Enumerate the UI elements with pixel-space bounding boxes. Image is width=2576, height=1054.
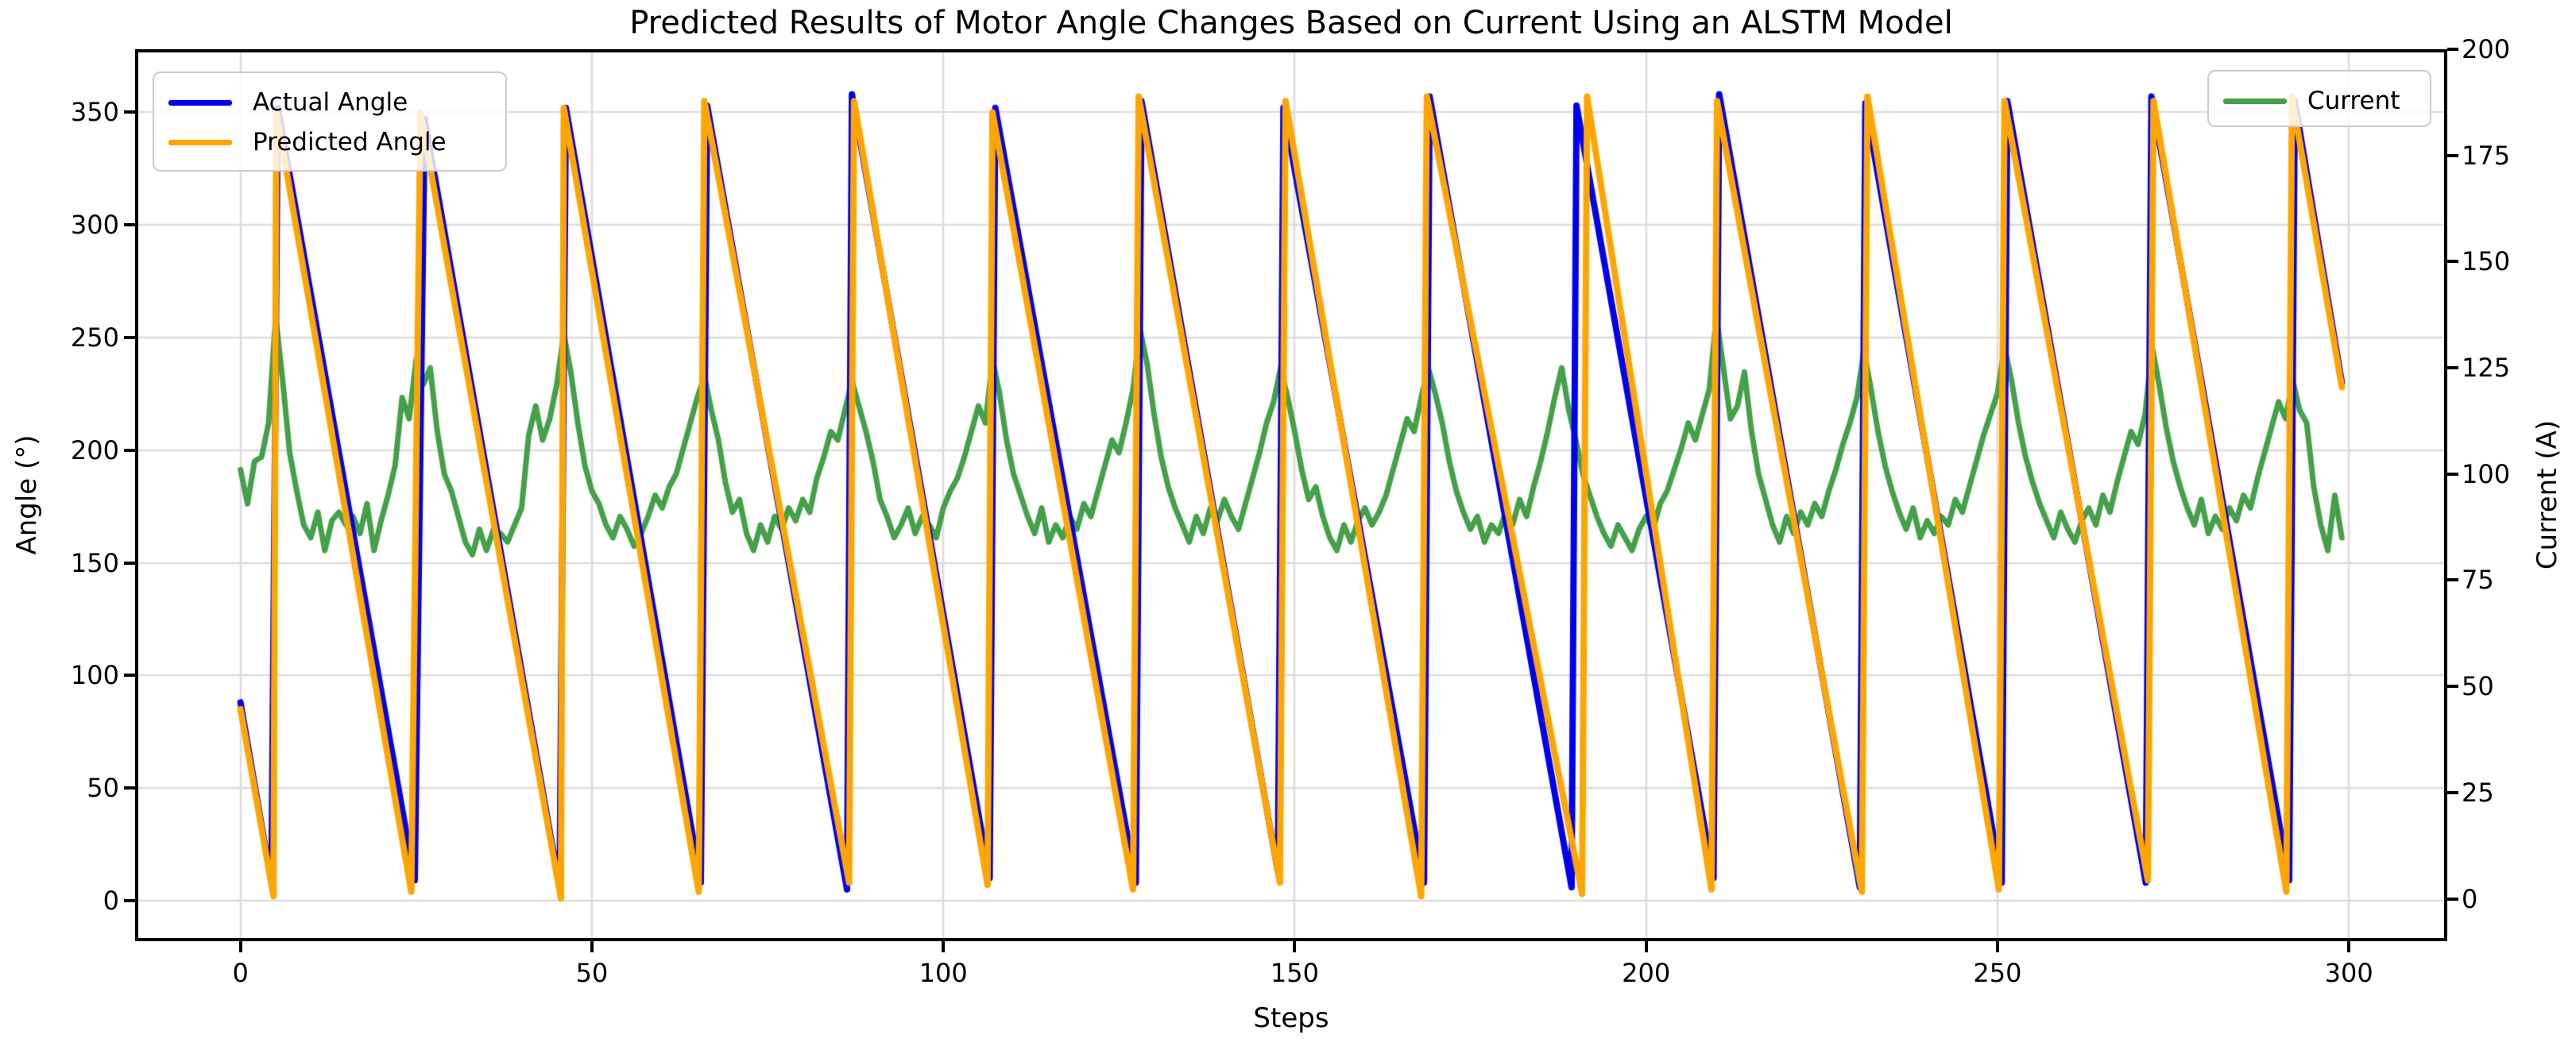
right-y-tick-label: 200 [2462,34,2511,64]
left-y-tick-label: 300 [70,210,119,241]
actual-angle-line-swatch [168,99,232,106]
x-tick-label: 0 [232,958,249,988]
right-y-tick-mark [2447,685,2458,689]
x-tick-label: 100 [919,958,968,988]
x-tick-mark [942,941,946,952]
left-y-tick-mark [124,335,135,339]
x-tick-mark [238,941,242,952]
legend-row-predicted-angle: Predicted Angle [168,122,489,162]
left-y-tick-label: 250 [70,322,119,353]
legend-label-predicted-angle: Predicted Angle [253,128,447,156]
legend-angle-series: Actual Angle Predicted Angle [153,71,507,172]
x-tick-mark [1995,941,1999,952]
current-line-swatch [2223,98,2287,104]
x-tick-label: 50 [575,958,609,988]
right-y-tick-mark [2447,48,2458,51]
left-y-tick-mark [124,223,135,227]
right-y-tick-label: 125 [2462,353,2511,384]
x-tick-label: 200 [1622,958,1671,988]
x-tick-label: 300 [2324,958,2373,988]
right-y-tick-label: 175 [2462,140,2511,171]
right-y-tick-mark [2447,897,2458,901]
legend-row-actual-angle: Actual Angle [168,83,489,122]
legend-row-current: Current [2223,81,2414,121]
right-y-tick-mark [2447,472,2458,476]
left-y-tick-mark [124,110,135,114]
right-y-tick-label: 150 [2462,246,2511,277]
right-y-tick-mark [2447,578,2458,582]
chart-title: Predicted Results of Motor Angle Changes… [629,5,1953,41]
right-y-tick-label: 100 [2462,458,2511,489]
left-y-tick-mark [124,898,135,902]
predicted-angle-line-swatch [168,139,232,145]
x-tick-mark [2347,941,2351,952]
x-tick-mark [1293,941,1297,952]
right-y-tick-label: 0 [2462,883,2478,914]
left-y-tick-mark [124,448,135,452]
plot-area [135,49,2447,941]
legend-label-actual-angle: Actual Angle [253,88,408,117]
right-y-tick-label: 75 [2462,565,2494,596]
left-y-tick-label: 0 [102,885,119,916]
legend-current-series: Current [2207,70,2431,127]
left-y-tick-mark [124,561,135,565]
left-y-axis-label: Angle (°) [11,434,43,555]
x-tick-label: 150 [1270,958,1319,988]
legend-label-current: Current [2307,87,2400,115]
x-tick-mark [590,941,594,952]
left-y-tick-mark [124,786,135,790]
left-y-tick-label: 150 [70,547,119,578]
x-tick-mark [1644,941,1648,952]
right-y-tick-mark [2447,790,2458,794]
left-y-tick-label: 50 [87,773,119,804]
right-y-tick-label: 25 [2462,777,2494,808]
right-y-tick-mark [2447,153,2458,157]
right-y-tick-mark [2447,366,2458,370]
right-y-tick-label: 50 [2462,671,2494,702]
right-y-tick-mark [2447,260,2458,264]
x-tick-label: 250 [1973,958,2022,988]
left-y-tick-mark [124,674,135,678]
x-axis-label: Steps [1253,1002,1329,1034]
left-y-tick-label: 350 [70,97,119,128]
left-y-tick-label: 100 [70,660,119,691]
right-y-axis-label: Current (A) [2532,419,2563,570]
left-y-tick-label: 200 [70,434,119,465]
